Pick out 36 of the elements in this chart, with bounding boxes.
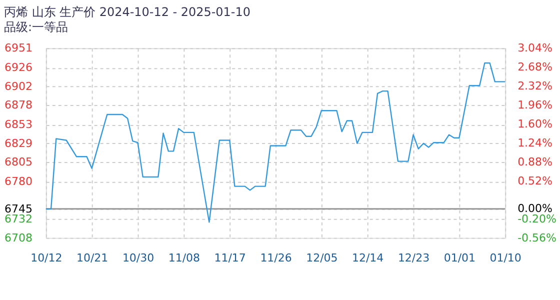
y2-tick-label: 1.96%: [518, 98, 552, 112]
y2-tick-label: 2.68%: [518, 60, 552, 74]
x-tick-label: 10/21: [76, 251, 108, 264]
y-tick-label: 6853: [4, 118, 32, 132]
y-tick-label: 6878: [4, 98, 32, 112]
x-tick-label: 01/10: [490, 251, 522, 264]
y-tick-label: 6805: [4, 156, 32, 169]
y-tick-label: 6780: [4, 175, 32, 188]
line-series: [45, 62, 506, 223]
y-tick-label: 6951: [4, 42, 32, 55]
y-tick-label: 6926: [4, 61, 32, 74]
chart-title: 丙烯 山东 生产价 2024-10-12 - 2025-01-10: [4, 5, 250, 20]
x-tick-label: 12/23: [398, 251, 430, 264]
y2-tick-label: -0.56%: [518, 231, 556, 244]
x-tick-label: 01/01: [444, 251, 476, 264]
x-tick-label: 12/14: [352, 251, 384, 264]
x-tick-label: 11/26: [260, 251, 292, 264]
x-tick-label: 10/30: [122, 251, 154, 264]
y2-tick-label: 0.88%: [518, 155, 552, 168]
x-tick-label: 12/05: [306, 251, 338, 264]
y-tick-label: 6902: [4, 80, 32, 93]
y-tick-label: 6708: [4, 231, 32, 244]
y2-tick-label: 0.52%: [518, 174, 552, 188]
y-tick-label: 6732: [4, 212, 32, 226]
y2-tick-label: 3.04%: [518, 42, 552, 55]
y2-tick-label: 1.60%: [518, 118, 552, 131]
x-tick-label: 10/12: [30, 251, 62, 264]
y2-tick-label: 1.24%: [518, 136, 552, 150]
y-tick-label: 6745: [4, 202, 32, 216]
y2-tick-label: -0.20%: [518, 212, 556, 226]
y-tick-label: 6829: [4, 136, 32, 150]
y2-tick-label: 2.32%: [518, 80, 552, 93]
x-tick-label: 11/17: [214, 251, 246, 264]
chart-subtitle: 品级:一等品: [4, 20, 68, 34]
x-tick-label: 11/08: [168, 251, 200, 264]
y2-tick-label: 0.00%: [518, 202, 552, 215]
